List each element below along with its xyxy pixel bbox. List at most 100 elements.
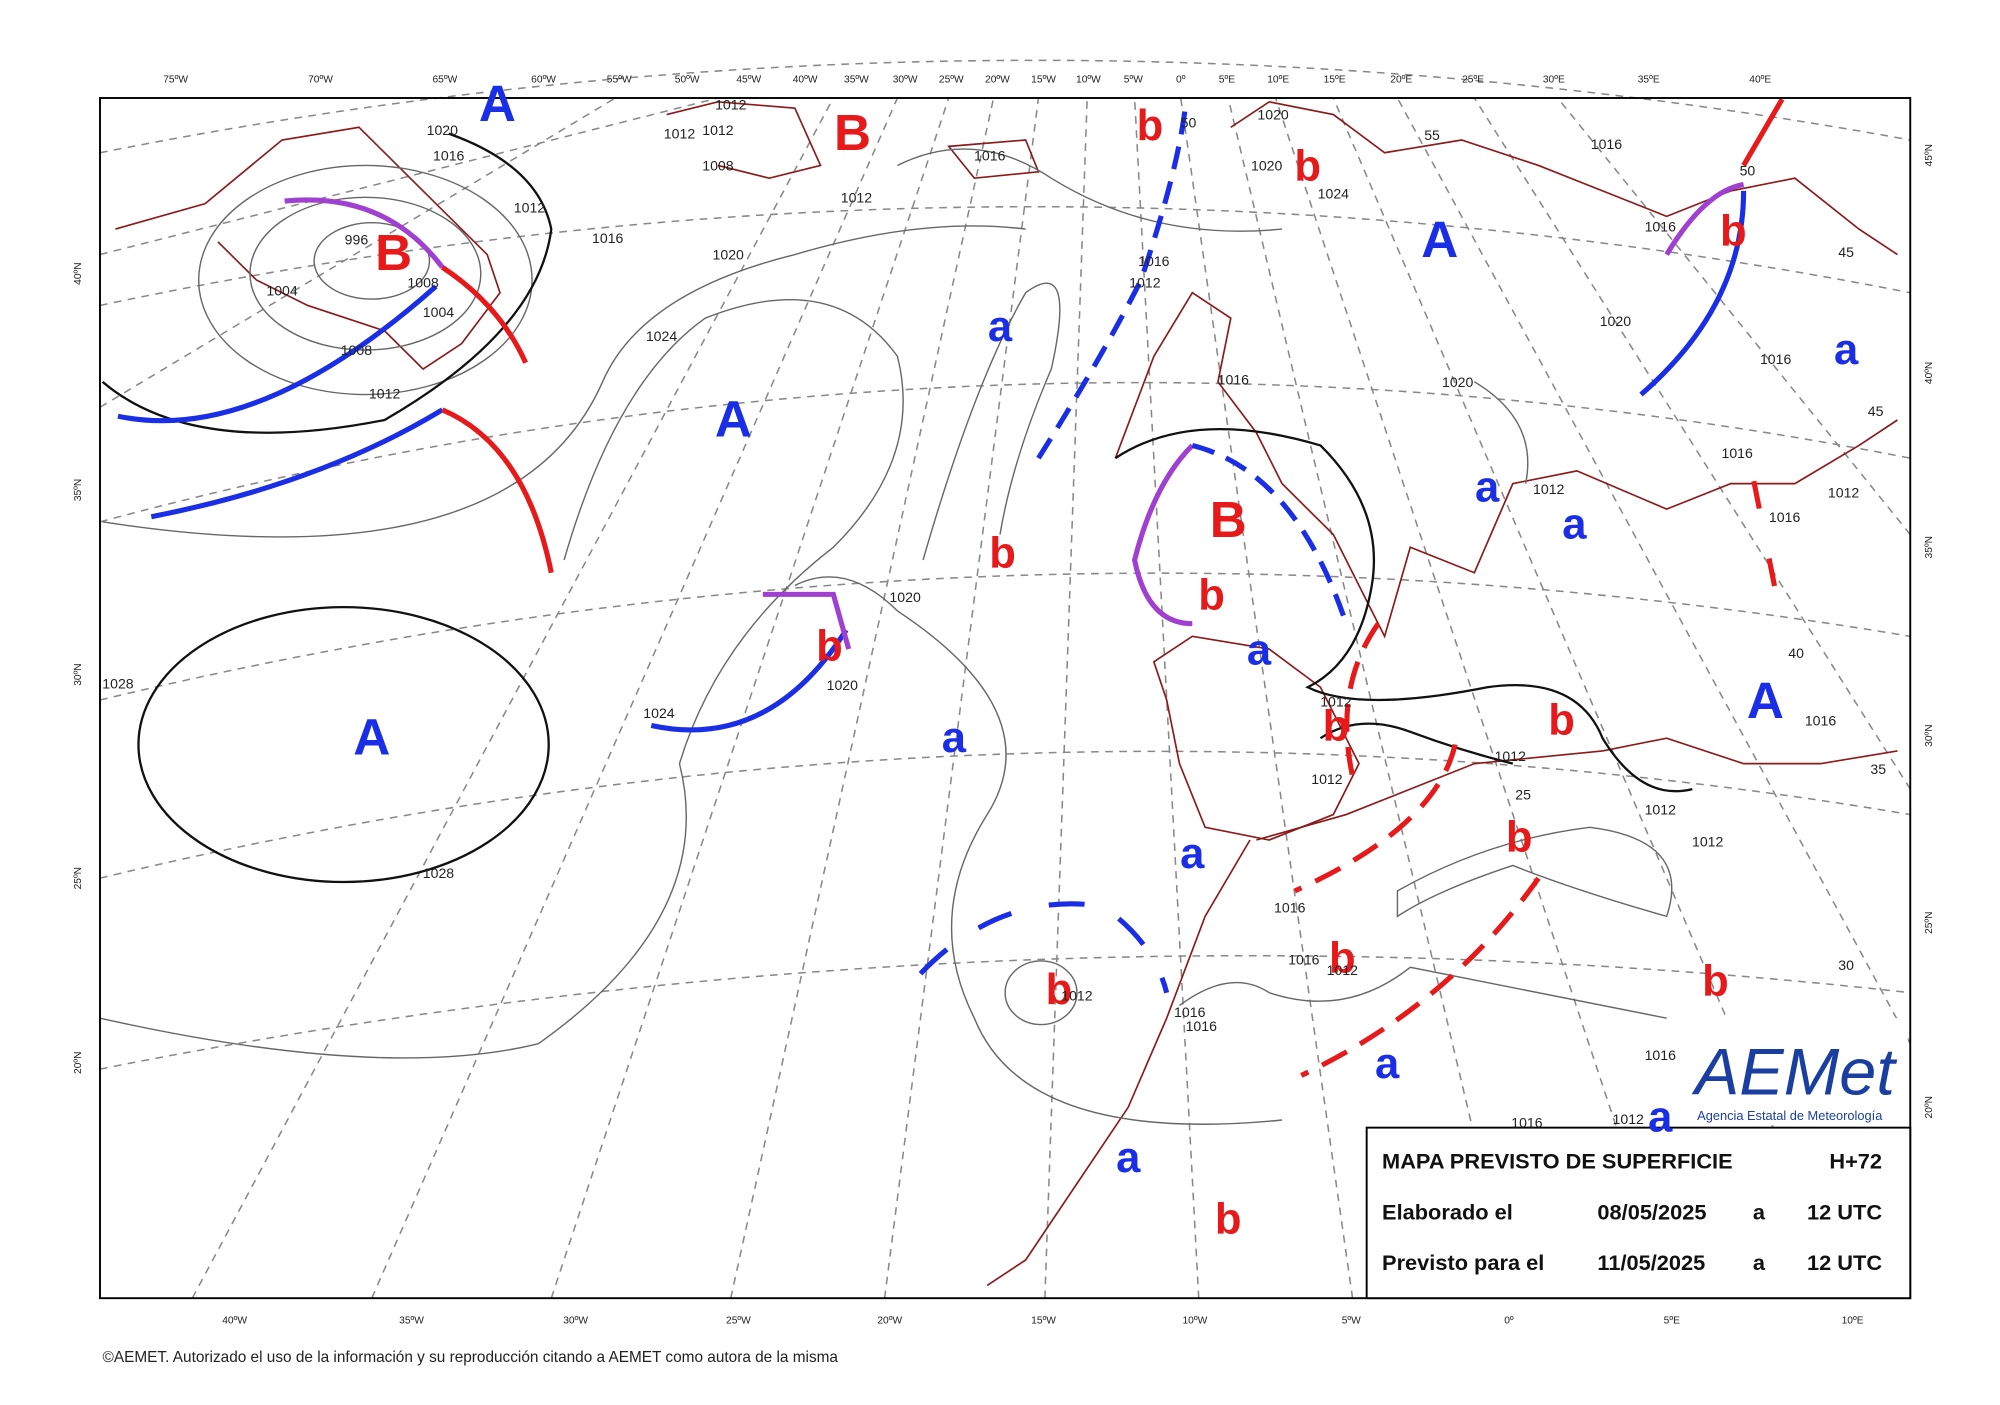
bottom-lon-label: 10ºW	[1182, 1316, 1207, 1327]
isobar-label: 1016	[1218, 371, 1250, 387]
right-lat-label: 20ºN	[1924, 1096, 1935, 1118]
isobar-label: 996	[345, 231, 369, 247]
left-lat-label: 20ºN	[73, 1052, 84, 1074]
pressure-center: b	[1137, 102, 1164, 150]
isobar-label: 1012	[1495, 748, 1527, 764]
isobar-label: 1012	[1645, 802, 1677, 818]
isobar-label: 45	[1838, 244, 1854, 260]
isobar-label: 1016	[592, 230, 624, 246]
isobar-label: 1016	[1721, 445, 1753, 461]
isobar-label: 1020	[889, 589, 921, 605]
isobar-label: 1020	[1600, 313, 1632, 329]
isobar-label: 1012	[841, 189, 873, 205]
top-lon-label: 15ºW	[1031, 75, 1056, 86]
isobar-label: 1012	[1613, 1111, 1645, 1127]
bottom-lon-label: 15ºW	[1031, 1316, 1056, 1327]
isobar-label: 1016	[1645, 219, 1677, 235]
pressure-center: A	[1747, 672, 1784, 729]
top-lon-label: 55ºW	[607, 75, 632, 86]
logo-box	[1682, 1018, 1908, 1126]
isobar-label: 1012	[702, 122, 734, 138]
pressure-center: A	[1421, 211, 1458, 268]
isobar-label: 1012	[1320, 693, 1352, 709]
right-lat-label: 25ºN	[1924, 912, 1935, 934]
right-lat-label: 35ºN	[1924, 536, 1935, 558]
isobar-label: 1020	[1257, 107, 1289, 123]
isobar-label: 1016	[1760, 351, 1792, 367]
info-date: 11/05/2025	[1597, 1250, 1705, 1275]
isobar-label: 1012	[1828, 485, 1860, 501]
top-lon-label: 5ºE	[1219, 75, 1235, 86]
isobar-label: 1004	[266, 282, 298, 298]
pressure-center: b	[1702, 957, 1729, 1005]
isobar-label: 30	[1838, 957, 1854, 973]
info-box	[1365, 1126, 1912, 1300]
isobar-label: 25	[1515, 786, 1531, 802]
map-frame	[99, 97, 1912, 1300]
isobar-label: 1012	[1311, 771, 1343, 787]
bottom-lon-label: 20ºW	[877, 1316, 902, 1327]
pressure-center: A	[715, 391, 752, 448]
pressure-center: b	[816, 623, 843, 671]
left-lat-label: 40ºN	[73, 262, 84, 284]
pressure-center: b	[1329, 935, 1356, 983]
isobar-label: 1012	[514, 200, 546, 216]
info-time: 12 UTC	[1807, 1199, 1882, 1224]
isobar-label: 1008	[341, 342, 373, 358]
info-date: 08/05/2025	[1597, 1199, 1706, 1224]
isobar-label: 1024	[646, 328, 678, 344]
pressure-center: A	[353, 709, 390, 766]
bottom-lon-label: 40ºW	[222, 1316, 247, 1327]
info-sep: a	[1753, 1199, 1766, 1224]
isobar-label: 1012	[1327, 962, 1359, 978]
right-lat-label: 40ºN	[1924, 362, 1935, 384]
top-lon-label: 50ºW	[675, 75, 700, 86]
isobar-label: 1020	[1251, 158, 1283, 174]
pressure-center: a	[1648, 1094, 1673, 1142]
pressure-center: b	[1046, 966, 1073, 1014]
isobar-label: 1012	[369, 385, 401, 401]
isobar-label: 1028	[102, 676, 134, 692]
isobar-label: 1012	[1129, 275, 1161, 291]
top-lon-label: 25ºE	[1462, 75, 1484, 86]
labels: 75ºW 70ºW 65ºW 60ºW 55ºW 50ºW 45ºW 40ºW 35ºW 30ºW…	[73, 75, 1935, 1366]
top-lon-label: 25ºW	[939, 75, 964, 86]
graticule	[99, 59, 1911, 1299]
pressure-center: a	[942, 714, 967, 762]
pressure-center: b	[1294, 143, 1321, 191]
bottom-lon-label: 5ºE	[1664, 1316, 1680, 1327]
pressure-center: b	[1323, 703, 1350, 751]
pressure-center: b	[1215, 1195, 1242, 1243]
top-lon-label: 20ºE	[1390, 75, 1412, 86]
pressure-center: b	[989, 530, 1016, 578]
isobar-label: 1016	[1805, 713, 1837, 729]
bottom-lon-label: 30ºW	[563, 1316, 588, 1327]
isobar-label: 1016	[1645, 1047, 1677, 1063]
info-sep: a	[1753, 1250, 1766, 1275]
left-lat-label: 35ºN	[73, 479, 84, 501]
footer: ©AEMET. Autorizado el uso de la informac…	[103, 1349, 839, 1366]
pressure-center: a	[1247, 627, 1272, 675]
pressure-center: a	[1834, 326, 1859, 374]
isobar-label: 40	[1788, 645, 1804, 661]
top-lon-label: 40ºW	[793, 75, 818, 86]
top-lon-label: 20ºW	[985, 75, 1010, 86]
top-lon-label: 30ºW	[893, 75, 918, 86]
isobar-label: 1016	[1511, 1115, 1543, 1131]
top-lon-label: 15ºE	[1324, 75, 1346, 86]
pressure-center: a	[1475, 464, 1500, 512]
pressure-center: a	[988, 303, 1013, 351]
pressure-center: b	[1548, 697, 1575, 745]
isobar-label: 1020	[1442, 374, 1474, 390]
isobar-label: 1004	[423, 304, 455, 320]
isobar-label: 1012	[664, 126, 696, 142]
isobar-label: 1012	[1061, 987, 1093, 1003]
pressure-center: B	[375, 224, 412, 281]
bottom-lon-label: 35ºW	[399, 1316, 424, 1327]
isobar-label: 1020	[827, 677, 859, 693]
bottom-lon-label: 0º	[1504, 1316, 1514, 1327]
isobar-label: 1008	[407, 275, 439, 291]
top-lon-label: 10ºE	[1267, 75, 1289, 86]
